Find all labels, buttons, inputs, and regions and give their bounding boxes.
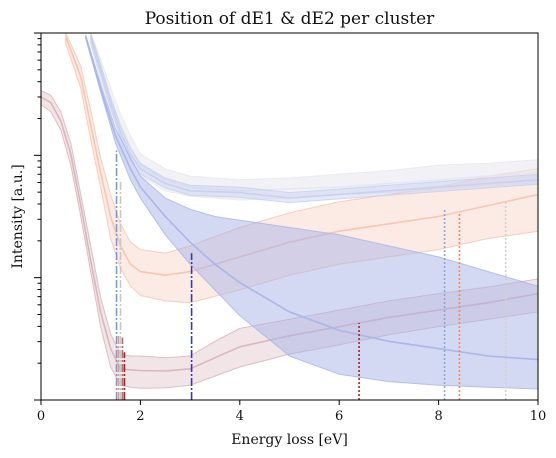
series-5-line — [84, 36, 538, 361]
chart-title: Position of dE1 & dE2 per cluster — [145, 9, 435, 29]
x-tick-label: 4 — [236, 409, 244, 424]
x-tick-label: 8 — [434, 409, 442, 424]
series-5-band — [85, 34, 538, 390]
series-layer — [41, 33, 538, 390]
plot-frame — [40, 32, 539, 401]
x-tick-label: 2 — [136, 409, 144, 424]
marker-layer — [115, 150, 507, 400]
series-2-line — [65, 36, 538, 277]
y-axis-ticks — [34, 32, 41, 401]
x-tick-label: 10 — [530, 409, 547, 424]
x-axis-ticks: 0 2 4 6 8 10 — [37, 400, 546, 424]
x-tick-label: 0 — [37, 409, 45, 424]
series-4-line — [89, 36, 538, 199]
x-tick-label: 6 — [335, 409, 343, 424]
x-axis-label: Energy loss [eV] — [231, 432, 348, 448]
y-axis-label: Intensity [a.u.] — [10, 164, 26, 268]
